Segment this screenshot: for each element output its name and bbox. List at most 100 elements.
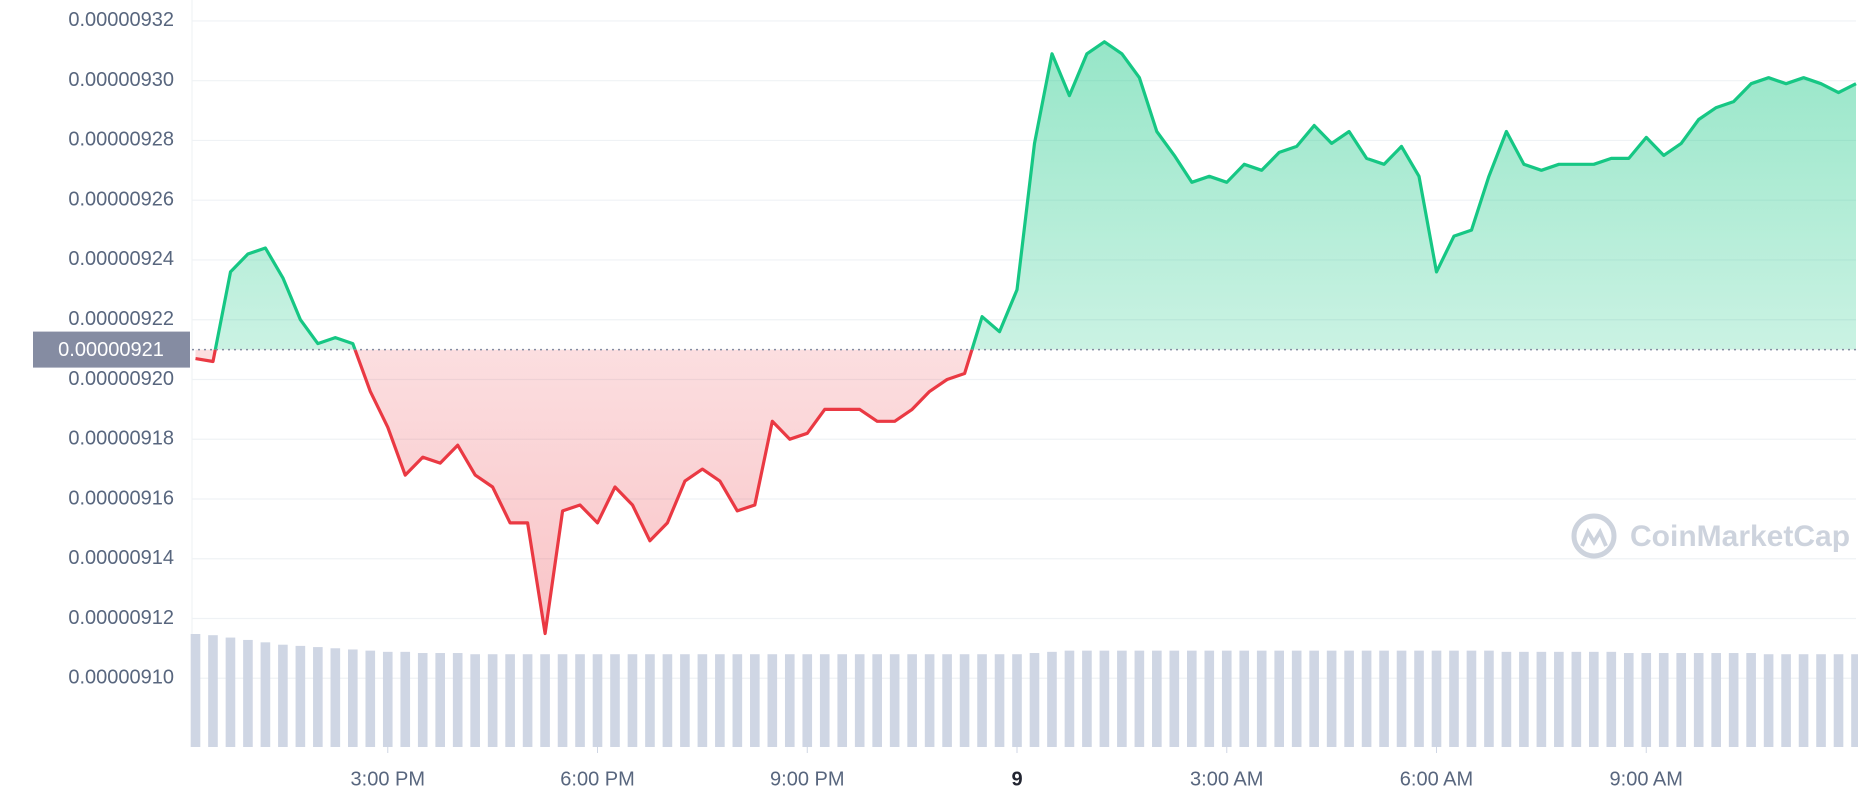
volume-bar bbox=[1064, 650, 1075, 747]
volume-bar bbox=[1274, 650, 1284, 747]
volume-bar bbox=[1554, 651, 1564, 747]
volume-bar bbox=[1484, 650, 1494, 747]
volume-bar bbox=[382, 651, 393, 747]
volume-bar bbox=[540, 654, 550, 747]
volume-bar bbox=[1623, 653, 1634, 747]
volume-bar bbox=[1082, 650, 1092, 747]
volume-bar bbox=[243, 639, 253, 747]
volume-bar bbox=[977, 654, 987, 747]
volume-bar bbox=[1169, 650, 1180, 747]
volume-bar bbox=[417, 653, 428, 747]
volume-bar bbox=[1117, 650, 1127, 747]
volume-bar bbox=[942, 654, 952, 747]
watermark: CoinMarketCap bbox=[1571, 513, 1850, 559]
volume-bar bbox=[872, 654, 882, 747]
volume-bar bbox=[1658, 653, 1669, 747]
volume-bar bbox=[1466, 650, 1477, 747]
volume-bar bbox=[1676, 653, 1687, 747]
x-tick-label: 6:00 PM bbox=[560, 768, 634, 790]
volume-bar bbox=[487, 654, 498, 747]
volume-bar bbox=[1326, 650, 1337, 747]
volume-bar bbox=[802, 654, 813, 747]
volume-bar bbox=[854, 654, 865, 747]
volume-bar bbox=[1641, 653, 1652, 747]
volume-bar bbox=[1291, 650, 1302, 747]
price-line-up bbox=[213, 40, 1857, 350]
x-tick-label: 9:00 PM bbox=[770, 768, 844, 790]
volume-bar bbox=[1606, 651, 1617, 747]
volume-bar bbox=[1344, 650, 1354, 747]
y-tick-label: 0.00000920 bbox=[68, 368, 174, 390]
volume-bar bbox=[278, 644, 288, 747]
volume-bar bbox=[1711, 653, 1721, 747]
area-up bbox=[195, 41, 1856, 350]
volume-bar bbox=[1728, 653, 1739, 747]
volume-bar bbox=[1589, 651, 1599, 747]
price-line-down bbox=[195, 349, 974, 636]
volume-bar bbox=[470, 654, 480, 747]
volume-bar bbox=[1449, 650, 1459, 747]
x-tick-label: 9 bbox=[1011, 768, 1022, 790]
volume-bar bbox=[1186, 650, 1197, 747]
volume-bar bbox=[907, 654, 917, 747]
volume-bar bbox=[715, 654, 725, 747]
volume-bar bbox=[1693, 653, 1704, 747]
volume-bar bbox=[1571, 651, 1582, 747]
volume-bar bbox=[959, 654, 970, 747]
y-tick-label: 0.00000924 bbox=[68, 248, 174, 270]
volume-bar bbox=[208, 635, 218, 747]
volume-bar bbox=[1501, 651, 1512, 747]
volume-bar bbox=[400, 651, 411, 747]
volume-bar bbox=[365, 650, 376, 747]
y-tick-label: 0.00000912 bbox=[68, 607, 174, 629]
volume-bar bbox=[522, 654, 533, 747]
y-tick-label: 0.00000928 bbox=[68, 129, 174, 151]
volume-bar bbox=[1763, 654, 1774, 747]
volume-bar bbox=[1047, 651, 1057, 747]
baseline-label-bg bbox=[33, 331, 190, 368]
volume-bar bbox=[924, 654, 935, 747]
x-tick-label: 3:00 PM bbox=[351, 768, 425, 790]
volume-bar bbox=[1309, 650, 1319, 747]
volume-bar bbox=[1536, 651, 1547, 747]
baseline-label: 0.00000921 bbox=[58, 339, 164, 361]
volume-bar bbox=[1221, 650, 1232, 747]
x-tick-label: 9:00 AM bbox=[1610, 768, 1683, 790]
volume-bar bbox=[1029, 653, 1040, 747]
volume-bar bbox=[1379, 650, 1389, 747]
volume-bar bbox=[1746, 653, 1756, 747]
y-tick-label: 0.00000918 bbox=[68, 428, 174, 450]
volume-bar bbox=[680, 654, 690, 747]
volume-bar bbox=[260, 642, 271, 747]
volume-bar bbox=[627, 654, 638, 747]
volume-bar bbox=[837, 654, 848, 747]
volume-bar bbox=[1816, 654, 1826, 747]
volume-bar bbox=[819, 654, 830, 747]
volume-bar bbox=[452, 653, 463, 747]
volume-bar bbox=[1204, 650, 1215, 747]
volume-bar bbox=[889, 654, 900, 747]
volume-bar bbox=[1012, 654, 1022, 747]
watermark-text: CoinMarketCap bbox=[1630, 520, 1850, 553]
volume-bar bbox=[1256, 650, 1267, 747]
volume-bar bbox=[1798, 654, 1809, 747]
x-tick-label: 6:00 AM bbox=[1400, 768, 1473, 790]
volume-bar bbox=[435, 653, 446, 747]
volume-bar bbox=[1361, 650, 1372, 747]
volume-bar bbox=[1239, 650, 1250, 747]
area-down bbox=[195, 349, 972, 634]
volume-bar bbox=[610, 654, 620, 747]
volume-bar bbox=[1431, 650, 1442, 747]
volume-bar bbox=[750, 654, 760, 747]
y-tick-label: 0.00000914 bbox=[68, 547, 174, 569]
volume-bar bbox=[1833, 654, 1844, 747]
volume-bar bbox=[1134, 650, 1145, 747]
volume-bar bbox=[994, 654, 1005, 747]
volume-bar bbox=[313, 647, 323, 747]
volume-bar bbox=[1851, 654, 1858, 747]
y-tick-label: 0.00000926 bbox=[68, 188, 174, 210]
volume-bar bbox=[1781, 654, 1791, 747]
volume-bar bbox=[1152, 650, 1162, 747]
volume-bar bbox=[662, 654, 673, 747]
